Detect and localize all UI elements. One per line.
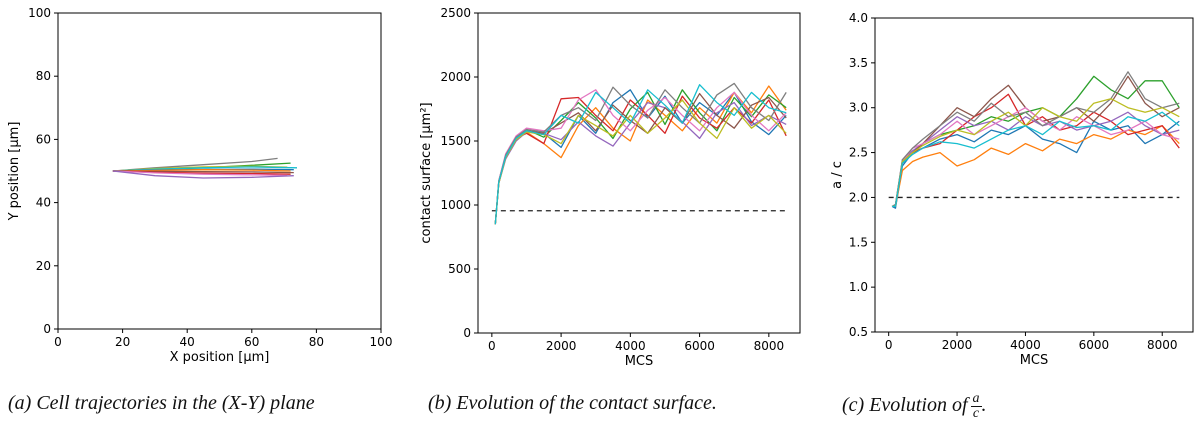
x-tick-label: 0 [488, 339, 496, 353]
y-tick-label: 0 [43, 322, 51, 336]
y-tick-label: 0 [463, 326, 471, 340]
x-axis-label: X position [μm] [170, 350, 270, 365]
plot-frame [57, 12, 382, 330]
y-tick-label: 1500 [440, 134, 471, 148]
y-tick-label: 500 [448, 262, 471, 276]
y-tick-label: 1.5 [849, 235, 868, 249]
y-axis-label: contact surface [μm²] [419, 102, 434, 243]
series-line-9 [112, 170, 288, 177]
series-line-10 [112, 170, 294, 179]
y-tick-label: 3.0 [849, 101, 868, 115]
x-tick-label: 2000 [942, 338, 973, 352]
series-line-8 [494, 82, 787, 225]
series-group [891, 71, 1180, 209]
x-tick-label: 4000 [615, 339, 646, 353]
caption-c-text: (c) Evolution of [842, 394, 968, 417]
series-line-10 [892, 111, 1180, 208]
x-tick-label: 4000 [1010, 338, 1041, 352]
series-line-5 [494, 101, 787, 225]
y-tick-label: 2.5 [849, 146, 868, 160]
chart-b: 0 2000 4000 6000 8000 0 500 1000 1500 2000 2500 MCS… [419, 6, 801, 369]
x-tick-label: 40 [180, 335, 195, 349]
x-tick-label: 20 [115, 335, 130, 349]
x-tick-label: 8000 [1147, 338, 1178, 352]
caption-c-denominator: c [972, 406, 980, 421]
y-tick-label: 2000 [440, 70, 471, 84]
y-axis-label: a / c [830, 161, 845, 189]
x-tick-label: 100 [370, 335, 393, 349]
series-group [494, 82, 787, 225]
series-line-10 [494, 84, 787, 225]
caption-c: (c) Evolution of a c. [842, 392, 987, 421]
y-tick-label: 2500 [440, 6, 471, 20]
y-tick-label: 3.5 [849, 56, 868, 70]
series-line-5 [891, 111, 1180, 207]
plot-frame [477, 12, 801, 334]
caption-c-period: . [981, 394, 987, 417]
y-tick-label: 60 [36, 132, 51, 146]
chart-c: 0 2000 4000 6000 8000 0.5 1.0 1.5 2.0 2.5 3.0 3.5 4.… [830, 11, 1194, 368]
x-axis-label: MCS [1020, 353, 1049, 368]
caption-b: (b) Evolution of the contact surface. [428, 392, 717, 414]
series-line-8 [891, 71, 1180, 207]
y-axis-label: Y position [μm] [7, 122, 22, 222]
caption-c-numerator: a [970, 391, 982, 407]
y-tick-label: 4.0 [849, 11, 868, 25]
y-tick-label: 100 [28, 6, 51, 20]
x-tick-label: 6000 [1079, 338, 1110, 352]
x-tick-label: 80 [309, 335, 324, 349]
x-tick-label: 8000 [754, 339, 785, 353]
y-tick-label: 40 [36, 196, 51, 210]
x-tick-label: 2000 [546, 339, 577, 353]
x-axis-label: MCS [625, 354, 654, 369]
x-tick-label: 0 [885, 338, 893, 352]
plot-frame [874, 17, 1194, 333]
y-tick-label: 0.5 [849, 325, 868, 339]
y-tick-label: 1000 [440, 198, 471, 212]
caption-a: (a) Cell trajectories in the (X-Y) plane [8, 392, 315, 414]
series-line-9 [892, 98, 1180, 208]
chart-a: 0 20 40 60 80 100 0 20 40 60 80 100 X position [μm] Y… [7, 6, 392, 365]
y-tick-label: 80 [36, 69, 51, 83]
y-tick-label: 20 [36, 259, 51, 273]
series-line-4 [892, 93, 1180, 208]
series-line-7 [494, 89, 787, 225]
x-tick-label: 6000 [684, 339, 715, 353]
series-line-4 [112, 166, 298, 172]
series-group [112, 157, 298, 179]
y-tick-label: 1.0 [849, 280, 868, 294]
y-tick-label: 2.0 [849, 190, 868, 204]
x-tick-label: 0 [54, 335, 62, 349]
x-tick-label: 60 [244, 335, 259, 349]
series-line-7 [112, 170, 294, 174]
